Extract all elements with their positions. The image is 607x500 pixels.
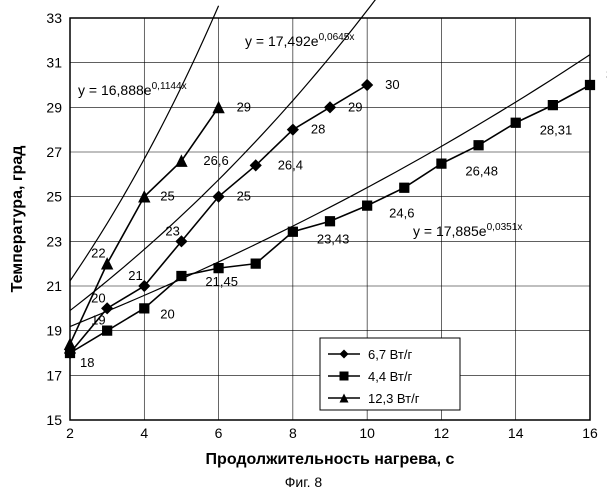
legend-label: 4,4 Вт/г (368, 369, 412, 384)
data-label: 26,6 (203, 153, 228, 168)
series-marker (325, 217, 334, 226)
figure-caption: Фиг. 8 (0, 474, 607, 490)
data-label: 29 (348, 99, 362, 114)
y-tick-label: 29 (46, 99, 62, 115)
data-label: 24,6 (389, 206, 414, 221)
series-marker (400, 183, 409, 192)
x-tick-label: 6 (215, 425, 223, 441)
y-tick-label: 21 (46, 278, 62, 294)
equation-label: y = 17,885e0,0351x (413, 222, 522, 239)
series-marker (511, 118, 520, 127)
equation-label: y = 16,888e0,1144x (78, 81, 187, 98)
data-label: 30 (385, 77, 399, 92)
series-marker (65, 339, 76, 350)
data-label: 20 (160, 306, 174, 321)
x-tick-label: 10 (359, 425, 375, 441)
series-marker (288, 227, 297, 236)
x-tick-label: 2 (66, 425, 74, 441)
data-label: 26,4 (278, 157, 303, 172)
x-tick-label: 16 (582, 425, 598, 441)
legend-label: 6,7 Вт/г (368, 347, 412, 362)
x-tick-label: 12 (434, 425, 450, 441)
y-tick-label: 31 (46, 55, 62, 71)
chart-container: 2 4 6 8 10 12 14 16 15 17 19 21 23 25 27 29 31 33 Продолжи… (0, 0, 607, 500)
data-label: 18 (80, 355, 94, 370)
data-label: 26,48 (465, 164, 498, 179)
series-marker (548, 100, 557, 109)
data-label: 21,45 (205, 274, 238, 289)
data-label: 25 (160, 189, 174, 204)
data-label: 23 (165, 223, 179, 238)
x-tick-label: 14 (508, 425, 524, 441)
x-tick-label: 8 (289, 425, 297, 441)
legend-label: 12,3 Вт/г (368, 391, 420, 406)
legend-marker (340, 372, 349, 381)
y-tick-label: 33 (46, 10, 62, 26)
data-label: 22 (91, 246, 105, 261)
series-marker (251, 259, 260, 268)
series-marker (474, 141, 483, 150)
y-tick-label: 27 (46, 144, 62, 160)
data-label: 21 (128, 268, 142, 283)
data-label: 23,43 (317, 232, 350, 247)
data-label: 29 (237, 99, 251, 114)
series-marker (140, 304, 149, 313)
y-tick-label: 17 (46, 367, 62, 383)
series-marker (325, 102, 336, 113)
series-marker (585, 80, 594, 89)
data-label: 25 (237, 189, 251, 204)
x-axis-title: Продолжительность нагрева, с (206, 451, 455, 468)
y-tick-label: 23 (46, 233, 62, 249)
chart-svg: 2 4 6 8 10 12 14 16 15 17 19 21 23 25 27 29 31 33 Продолжи… (0, 0, 607, 470)
y-tick-label: 19 (46, 323, 62, 339)
y-tick-label: 15 (46, 412, 62, 428)
series-marker (362, 80, 373, 91)
data-label: 19 (91, 313, 105, 328)
series-marker (437, 159, 446, 168)
data-label: 28,31 (540, 123, 573, 138)
series-marker (214, 264, 223, 273)
y-axis-title: Температура, град (9, 146, 26, 293)
series-marker (177, 271, 186, 280)
data-label: 28 (311, 122, 325, 137)
x-tick-label: 4 (140, 425, 148, 441)
series-marker (176, 156, 187, 167)
y-tick-label: 25 (46, 189, 62, 205)
series-marker (363, 201, 372, 210)
